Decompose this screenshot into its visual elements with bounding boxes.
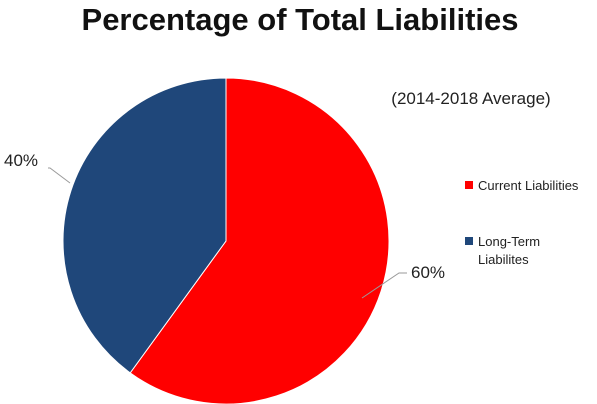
chart-title: Percentage of Total Liabilities [82, 2, 519, 37]
legend: Current Liabilities Long-Term Liabilites [465, 178, 579, 267]
leader-lines [48, 167, 407, 299]
pie-slice-1 [129, 77, 390, 404]
legend-swatch-2 [465, 237, 473, 245]
legend-swatch-1 [465, 181, 473, 189]
chart-subtitle: (2014-2018 Average) [391, 89, 550, 108]
pie-slice-2 [62, 77, 227, 374]
legend-label-1: Current Liabilities [478, 178, 579, 193]
leader-line-1 [361, 272, 407, 299]
leader-line-2 [48, 167, 71, 184]
data-label-1: 60% [411, 263, 445, 282]
data-label-2: 40% [4, 151, 38, 170]
legend-label-2: Long-Term Liabilites [478, 234, 540, 267]
data-labels: 60% 40% [4, 151, 445, 282]
pie-slices [62, 77, 390, 404]
